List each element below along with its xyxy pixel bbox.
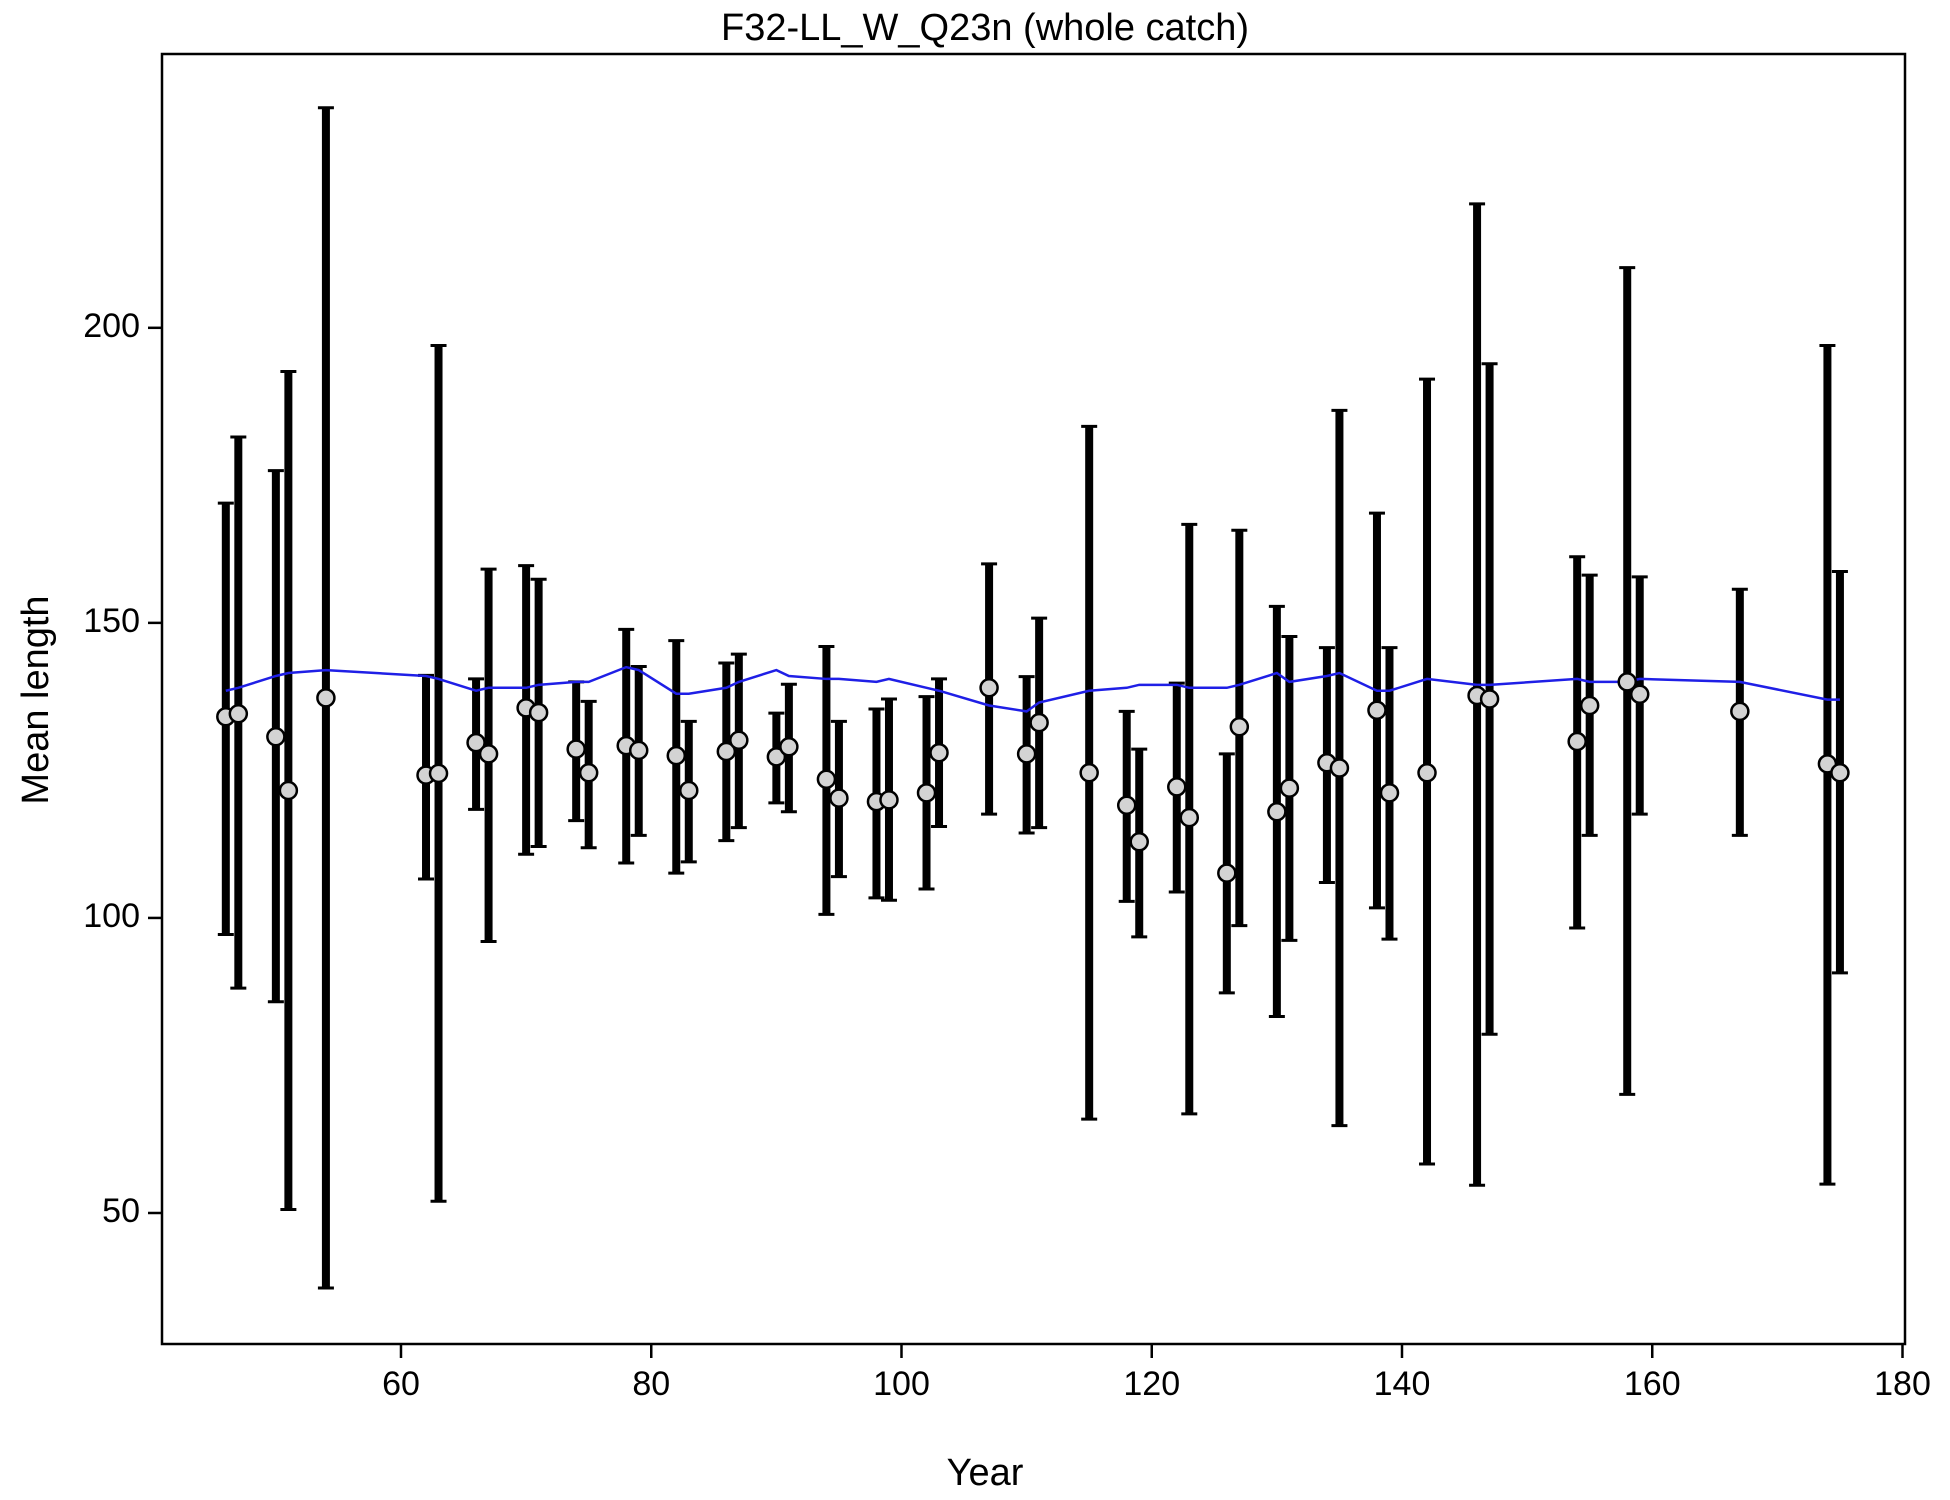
- data-point: [1567, 731, 1587, 752]
- data-point: [1367, 700, 1387, 720]
- data-point: [1329, 758, 1350, 778]
- data-point: [1279, 778, 1300, 798]
- data-point: [879, 790, 899, 810]
- data-point: [278, 780, 299, 801]
- data-point: [1379, 783, 1400, 803]
- data-point: [1417, 763, 1437, 783]
- y-axis-label: Mean length: [15, 595, 57, 804]
- x-axis-label: Year: [947, 1452, 1024, 1494]
- data-point: [666, 745, 687, 766]
- x-tick-label: 60: [382, 1365, 420, 1403]
- data-point: [1179, 807, 1200, 828]
- x-tick-label: 80: [632, 1365, 670, 1403]
- y-tick-label: 100: [83, 897, 140, 935]
- y-tick-label: 200: [83, 307, 140, 345]
- data-point: [528, 702, 549, 723]
- data-point: [716, 741, 737, 762]
- data-point: [1079, 763, 1099, 783]
- data-point: [428, 763, 449, 784]
- x-tick-label: 180: [1874, 1365, 1931, 1403]
- data-point: [266, 727, 286, 747]
- data-point: [729, 730, 749, 751]
- expected-line: [225, 665, 1840, 713]
- data-point: [779, 737, 799, 757]
- y-tick-label: 50: [102, 1192, 140, 1230]
- data-point: [816, 769, 837, 790]
- data-point: [1029, 712, 1049, 733]
- data-point: [679, 780, 699, 801]
- data-point: [929, 742, 949, 763]
- data-point: [1617, 672, 1637, 692]
- y-tick-label: 150: [83, 602, 140, 640]
- data-point: [1267, 801, 1287, 822]
- x-tick-label: 140: [1374, 1365, 1431, 1403]
- data-point: [316, 688, 336, 708]
- data-point: [916, 783, 937, 803]
- data-point: [628, 740, 649, 761]
- data-point: [1229, 716, 1250, 737]
- data-point: [1730, 701, 1750, 722]
- chart-title: F32-LL_W_Q23n (whole catch): [721, 7, 1249, 49]
- data-point: [1217, 863, 1237, 883]
- x-tick-label: 120: [1123, 1365, 1180, 1403]
- data-point: [1629, 684, 1650, 705]
- data-point: [979, 678, 999, 698]
- data-point: [578, 763, 599, 783]
- data-point: [1579, 695, 1600, 716]
- data-point: [1016, 744, 1037, 764]
- data-point: [829, 788, 849, 808]
- data-point: [766, 747, 787, 767]
- data-point: [466, 732, 486, 753]
- data-point: [228, 704, 249, 724]
- data-point: [478, 744, 499, 764]
- x-tick-label: 100: [873, 1365, 930, 1403]
- data-point: [1167, 777, 1187, 797]
- data-point: [1129, 832, 1149, 852]
- data-point: [1830, 763, 1850, 783]
- plot-frame: [160, 52, 1907, 1346]
- x-tick-label: 160: [1624, 1365, 1681, 1403]
- data-point: [1479, 689, 1500, 709]
- data-point: [1116, 795, 1137, 815]
- data-point: [566, 739, 586, 759]
